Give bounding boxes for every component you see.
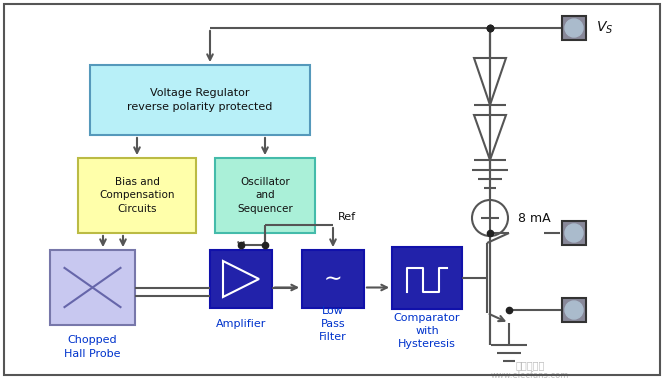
FancyBboxPatch shape [562, 221, 586, 245]
FancyBboxPatch shape [90, 65, 310, 135]
FancyBboxPatch shape [78, 158, 196, 233]
FancyBboxPatch shape [50, 250, 135, 325]
Text: Amplifier: Amplifier [216, 319, 266, 329]
FancyBboxPatch shape [562, 298, 586, 322]
Text: 8 mA: 8 mA [518, 211, 550, 224]
Text: Voltage Regulator
reverse polarity protected: Voltage Regulator reverse polarity prote… [127, 88, 273, 111]
Text: Comparator
with
Hysteresis: Comparator with Hysteresis [394, 313, 460, 349]
Circle shape [565, 301, 583, 319]
Circle shape [565, 224, 583, 242]
Circle shape [565, 19, 583, 37]
FancyBboxPatch shape [215, 158, 315, 233]
Text: Bias and
Compensation
Circuits: Bias and Compensation Circuits [99, 177, 175, 214]
Text: Chopped
Hall Probe: Chopped Hall Probe [64, 335, 121, 359]
Text: www.elecfans.com: www.elecfans.com [491, 371, 569, 379]
Text: Oscillator
and
Sequencer: Oscillator and Sequencer [237, 177, 293, 214]
FancyBboxPatch shape [392, 247, 462, 309]
Text: 电子发烧友: 电子发烧友 [515, 360, 544, 370]
Text: ∼: ∼ [323, 269, 343, 289]
Text: $V_S$: $V_S$ [596, 20, 614, 36]
Text: Low
Pass
Filter: Low Pass Filter [319, 306, 347, 342]
FancyBboxPatch shape [302, 250, 364, 308]
FancyBboxPatch shape [562, 16, 586, 40]
Text: Ref: Ref [338, 212, 356, 222]
FancyBboxPatch shape [210, 250, 272, 308]
